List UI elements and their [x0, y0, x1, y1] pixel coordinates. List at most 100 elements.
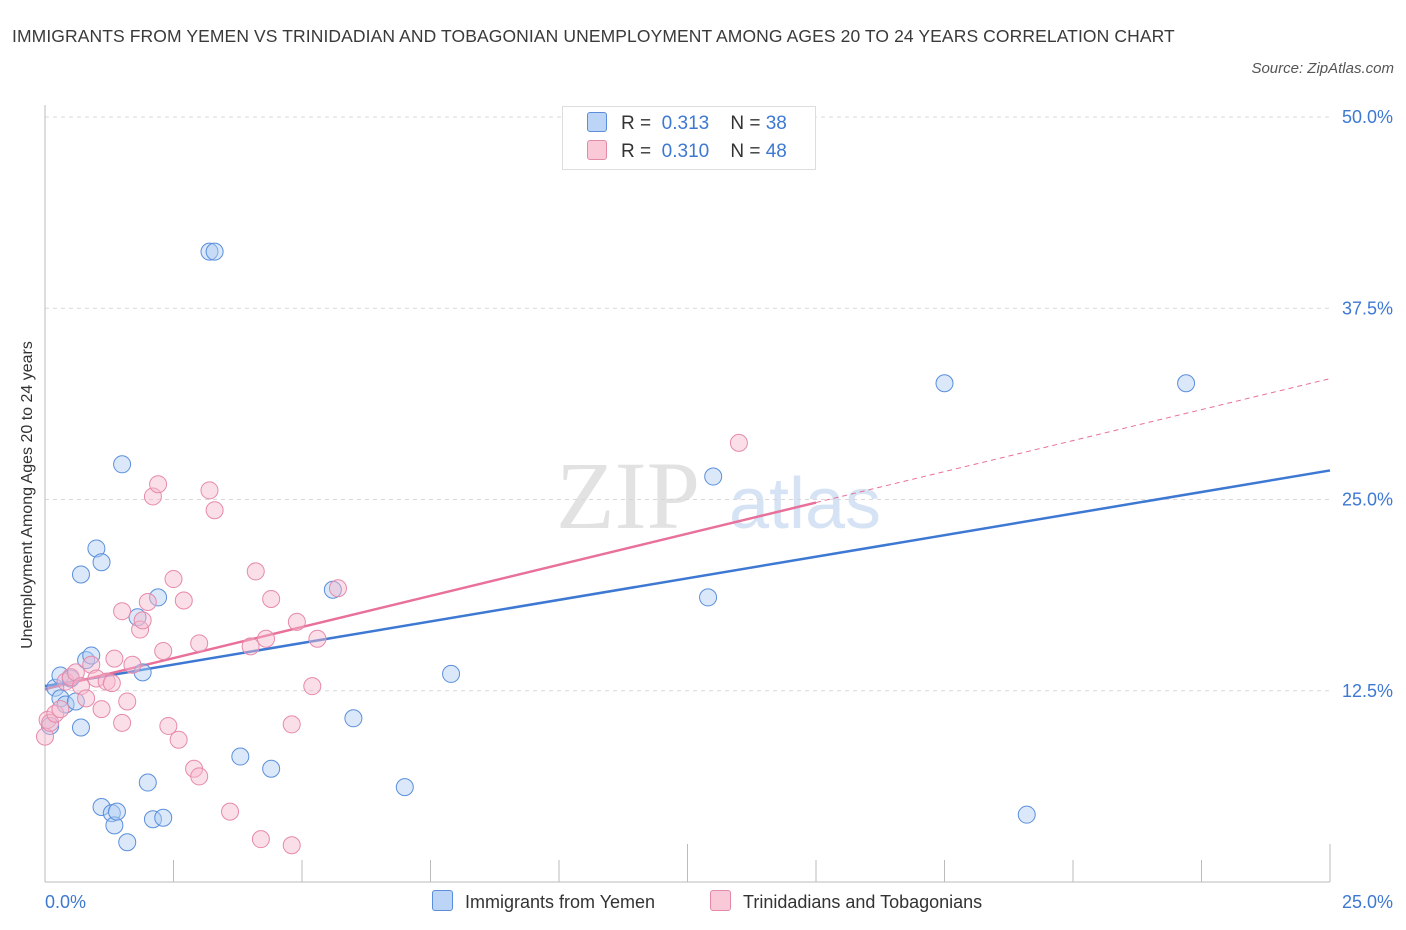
legend-r-label: R = — [621, 113, 652, 134]
data-point-yemen — [138, 773, 157, 792]
data-point-yemen — [113, 455, 132, 474]
data-point-trinidad — [200, 481, 219, 500]
data-point-trinidad — [118, 692, 137, 711]
data-point-yemen — [71, 565, 90, 584]
data-point-trinidad — [308, 629, 327, 648]
watermark: ZIP atlas — [556, 442, 881, 549]
data-point-trinidad — [154, 641, 173, 660]
data-point-yemen — [105, 816, 124, 835]
grid — [45, 116, 1330, 692]
data-point-yemen — [205, 242, 224, 261]
data-point-trinidad — [113, 713, 132, 732]
data-point-trinidad — [41, 713, 60, 732]
data-point-trinidad — [105, 649, 124, 668]
bottom-legend-label-trinidad: Trinidadians and Tobagonians — [743, 892, 983, 912]
y-tick-label: 50.0% — [1342, 107, 1393, 127]
data-point-yemen — [231, 747, 250, 766]
data-point-trinidad — [164, 570, 183, 589]
legend-n-label: N = — [730, 141, 761, 162]
y-tick-label: 12.5% — [1342, 681, 1393, 701]
data-point-yemen — [107, 802, 126, 821]
data-point-trinidad — [287, 612, 306, 631]
data-point-trinidad — [205, 501, 224, 520]
data-point-yemen — [395, 778, 414, 797]
legend-r-value-yemen: 0.313 — [661, 113, 710, 134]
legend-row-trinidad: R = 0.310 N = 48 — [587, 140, 787, 164]
data-point-trinidad — [138, 593, 157, 612]
correlation-legend: R = 0.313 N = 38 R = 0.310 N = 48 — [562, 106, 816, 170]
legend-n-label: N = — [730, 113, 761, 134]
data-point-trinidad — [241, 637, 260, 656]
data-point-trinidad — [328, 579, 347, 598]
data-point-yemen — [133, 663, 152, 682]
data-point-trinidad — [92, 700, 111, 719]
chart-title: IMMIGRANTS FROM YEMEN VS TRINIDADIAN AND… — [12, 26, 1175, 46]
data-point-trinidad — [159, 716, 178, 735]
data-point-trinidad — [729, 433, 748, 452]
bottom-swatch-pink — [710, 890, 731, 911]
data-point-trinidad — [174, 591, 193, 610]
data-point-trinidad — [282, 715, 301, 734]
trendline-yemen — [44, 469, 1331, 688]
legend-r-label: R = — [621, 141, 652, 162]
data-point-trinidad — [66, 663, 85, 682]
data-point-yemen — [699, 588, 718, 607]
data-point-trinidad — [133, 611, 152, 630]
legend-swatch-pink — [587, 140, 607, 160]
data-point-yemen — [1017, 805, 1036, 824]
bottom-legend-trinidad: Trinidadians and Tobagonians — [710, 890, 982, 913]
legend-r-value-trinidad: 0.310 — [661, 141, 710, 162]
data-point-yemen — [704, 467, 723, 486]
data-point-yemen — [87, 539, 106, 558]
data-point-trinidad — [113, 602, 132, 621]
data-point-trinidad — [282, 836, 301, 855]
data-point-yemen — [154, 808, 173, 827]
data-point-trinidad — [257, 629, 276, 648]
data-point-yemen — [92, 553, 111, 572]
data-point-trinidad — [251, 830, 270, 849]
data-point-yemen — [262, 759, 281, 778]
data-point-trinidad — [169, 730, 188, 749]
bottom-swatch-blue — [432, 890, 453, 911]
trendline-trinidad — [44, 501, 817, 691]
bottom-legend-label-yemen: Immigrants from Yemen — [465, 892, 656, 912]
x-tick-label: 25.0% — [1342, 892, 1393, 912]
data-point-trinidad — [190, 634, 209, 653]
trendlines — [44, 378, 1331, 691]
data-point-trinidad — [82, 655, 101, 674]
axes — [44, 105, 1331, 883]
legend-n-value-trinidad: 48 — [765, 141, 787, 162]
data-point-trinidad — [303, 677, 322, 696]
legend-row-yemen: R = 0.313 N = 38 — [587, 112, 787, 136]
data-point-trinidad — [51, 700, 70, 719]
data-point-yemen — [149, 588, 168, 607]
trendline-trinidad-extension — [815, 378, 1331, 504]
bottom-legend-yemen: Immigrants from Yemen — [432, 890, 655, 913]
legend-n-value-yemen: 38 — [765, 113, 787, 134]
data-point-trinidad — [123, 655, 142, 674]
y-tick-label: 37.5% — [1342, 298, 1393, 318]
data-point-yemen — [71, 718, 90, 737]
data-point-trinidad — [77, 689, 96, 708]
legend-swatch-blue — [587, 112, 607, 132]
data-point-yemen — [442, 664, 461, 683]
data-point-yemen — [118, 833, 137, 852]
y-tick-label: 25.0% — [1342, 490, 1393, 510]
watermark-zip: ZIP — [556, 442, 700, 549]
ticks: 12.5% 25.0% 37.5% 50.0% 0.0% 25.0% — [45, 107, 1393, 912]
data-point-trinidad — [246, 562, 265, 581]
x-tick-label: 0.0% — [45, 892, 86, 912]
data-point-trinidad — [262, 589, 281, 608]
data-point-trinidad — [149, 475, 168, 494]
source-credit: Source: ZipAtlas.com — [1251, 60, 1394, 77]
data-point-trinidad — [102, 674, 121, 693]
data-point-yemen — [82, 646, 101, 665]
data-point-yemen — [200, 242, 219, 261]
data-point-yemen — [1177, 374, 1196, 393]
data-point-yemen — [935, 374, 954, 393]
data-point-trinidad — [190, 767, 209, 786]
data-point-yemen — [344, 709, 363, 728]
data-point-trinidad — [221, 802, 240, 821]
data-points — [36, 242, 1196, 855]
